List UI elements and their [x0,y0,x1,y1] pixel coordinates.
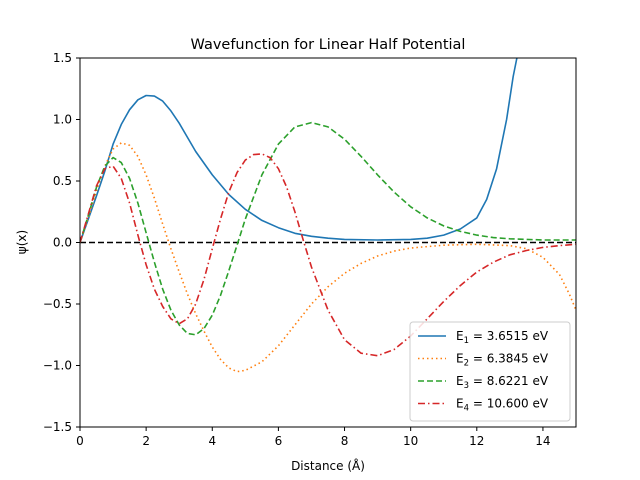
x-tick-label: 10 [403,434,418,448]
x-tick-label: 12 [469,434,484,448]
legend-label-e1: E1 = 3.6515 eV [456,329,549,346]
legend-label-e4: E4 = 10.600 eV [456,397,549,414]
y-tick-label: −1.5 [43,420,72,434]
y-tick-label: 0.0 [53,236,72,250]
x-tick-label: 2 [142,434,150,448]
legend-box [409,321,571,422]
series-line-e1 [80,58,518,243]
y-axis-label: ψ(x) [15,230,29,254]
series-line-e4 [80,153,576,357]
y-tick-label: 0.5 [53,174,72,188]
x-tick-label: 4 [208,434,216,448]
x-tick-label: 0 [76,434,84,448]
y-tick-label: −1.0 [43,359,72,373]
legend: E1 = 3.6515 eV E2 = 6.3845 eV E3 = 8.6221 … [409,321,571,422]
y-tick-label: −0.5 [43,297,72,311]
x-tick-label: 14 [535,434,550,448]
legend-label-e3: E3 = 8.6221 eV [456,374,549,391]
x-tick-label: 6 [275,434,283,448]
x-axis-label: Distance (Å) [291,458,365,473]
series-line-e3 [80,121,576,336]
series-line-e2 [80,142,576,373]
legend-label-e2: E2 = 6.3845 eV [456,352,549,369]
axes: 0 2 4 6 8 10 12 14 −1.5 −1.0 −0.5 0.0 0.5 1.0 1.5 [43,51,577,448]
x-tick-label: 8 [341,434,349,448]
y-tick-label: 1.5 [53,51,72,65]
plot-area [80,58,576,373]
chart-title: Wavefunction for Linear Half Potential [191,37,466,53]
y-tick-label: 1.0 [53,113,72,127]
